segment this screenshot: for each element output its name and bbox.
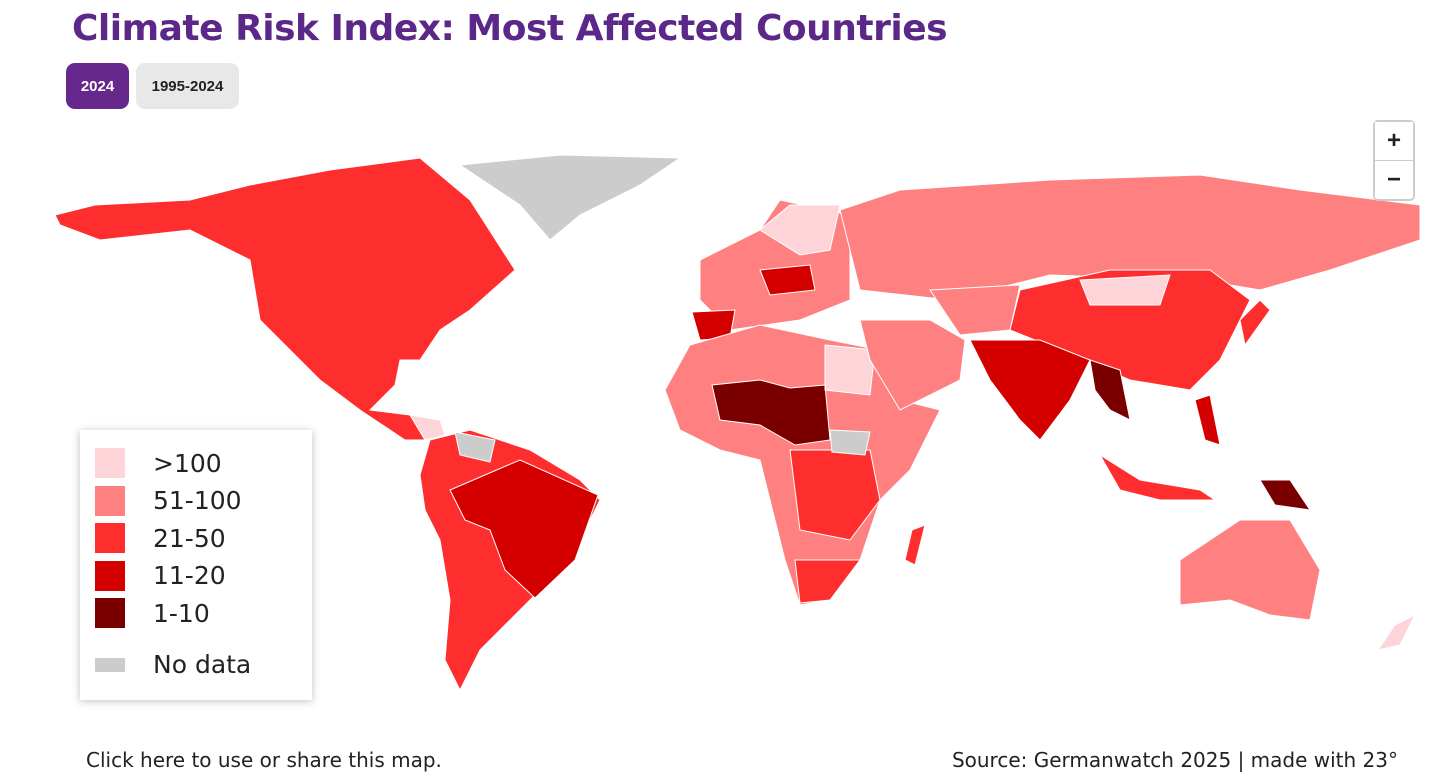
legend-entry: No data	[95, 650, 251, 679]
legend-entry: 21-50	[95, 523, 226, 553]
world-map	[54, 154, 1421, 692]
legend-swatch	[95, 598, 125, 628]
north-america	[54, 157, 516, 441]
legend-swatch	[95, 448, 125, 478]
southeast-asia	[1089, 359, 1131, 421]
legend-entry: 51-100	[95, 485, 242, 516]
libya-egypt	[824, 344, 876, 396]
venezuela	[454, 431, 496, 463]
legend-label: 1-10	[153, 598, 210, 628]
mongolia	[1079, 274, 1171, 306]
legend-swatch	[95, 485, 125, 516]
middle-east	[859, 319, 966, 411]
caribbean	[409, 414, 446, 441]
legend-entry: 1-10	[95, 598, 210, 628]
legend-label: 51-100	[153, 486, 242, 515]
brazil	[449, 459, 599, 599]
zoom-control: + −	[1373, 120, 1415, 201]
share-link[interactable]: Click here to use or share this map.	[86, 748, 442, 772]
japan	[1239, 299, 1271, 347]
legend-swatch	[95, 523, 125, 553]
scandinavia	[759, 204, 841, 256]
papua-new-guinea	[1259, 479, 1312, 511]
tab-2024[interactable]: 2024	[66, 63, 129, 109]
legend: >100 51-100 21-50 11-20 1-10 No data	[80, 430, 312, 700]
legend-label: 21-50	[153, 523, 226, 553]
tab-range[interactable]: 1995-2024	[136, 63, 239, 109]
legend-swatch	[95, 560, 125, 591]
zoom-in[interactable]: +	[1375, 122, 1413, 160]
map-title: Climate Risk Index: Most Affected Countr…	[72, 8, 948, 49]
indonesia	[1099, 454, 1217, 501]
india	[969, 339, 1091, 441]
central-europe	[759, 264, 816, 296]
legend-entry: >100	[95, 448, 222, 478]
new-zealand	[1376, 613, 1417, 651]
legend-swatch	[95, 657, 125, 672]
greenland	[458, 154, 682, 241]
legend-label: 11-20	[153, 561, 226, 590]
madagascar	[904, 524, 926, 566]
southern-africa	[794, 559, 861, 604]
source-note: Source: Germanwatch 2025 | made with 23°	[951, 748, 1398, 772]
philippines	[1194, 394, 1221, 446]
sudan	[829, 429, 871, 456]
legend-label: No data	[153, 650, 252, 679]
australia	[1179, 519, 1321, 621]
sahel	[711, 379, 831, 446]
legend-label: >100	[153, 448, 222, 478]
zoom-out[interactable]: −	[1375, 160, 1413, 198]
legend-entry: 11-20	[95, 560, 226, 591]
